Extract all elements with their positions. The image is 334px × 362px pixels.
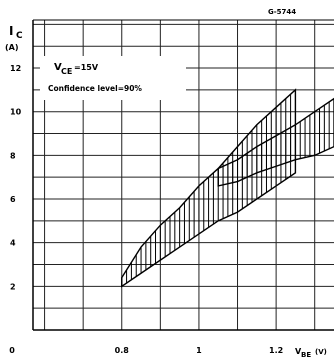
y-tick-label: 2 xyxy=(10,282,16,291)
annotation-box xyxy=(40,56,186,100)
x-tick-label: 0.8 xyxy=(115,346,130,355)
x-tick-label: 1 xyxy=(196,346,202,355)
x-axis-label-subscript: BE xyxy=(301,351,311,359)
vce-subscript: CE xyxy=(61,67,72,76)
y-tick-label: 8 xyxy=(10,151,16,160)
confidence-band-1 xyxy=(121,88,297,288)
y-tick-label: 10 xyxy=(10,108,22,117)
plot-frame xyxy=(32,19,334,331)
x-tick-labels: 0 0.8 1 1.2 xyxy=(9,346,283,355)
y-tick-label: 6 xyxy=(10,195,16,204)
figure-id: G-5744 xyxy=(268,8,296,16)
x-tick-label: 1.2 xyxy=(269,346,283,355)
y-tick-label: 4 xyxy=(10,239,16,248)
confidence-band-2 xyxy=(217,97,334,187)
y-axis-unit: (A) xyxy=(5,43,19,52)
confidence-label: Confidence level=90% xyxy=(48,84,142,93)
x-axis-unit: (V) xyxy=(315,348,327,356)
y-axis-label: I xyxy=(9,24,13,38)
confidence-bands xyxy=(121,88,334,288)
vce-value: =15V xyxy=(74,63,99,72)
x-axis-label: V xyxy=(295,347,302,356)
y-tick-labels: 2 4 6 8 10 12 xyxy=(10,64,22,291)
grid xyxy=(33,20,334,330)
y-axis-label-subscript: C xyxy=(16,31,23,41)
y-tick-label: 12 xyxy=(10,64,21,73)
x-tick-label: 0 xyxy=(9,346,15,355)
vce-symbol: V xyxy=(54,62,62,73)
